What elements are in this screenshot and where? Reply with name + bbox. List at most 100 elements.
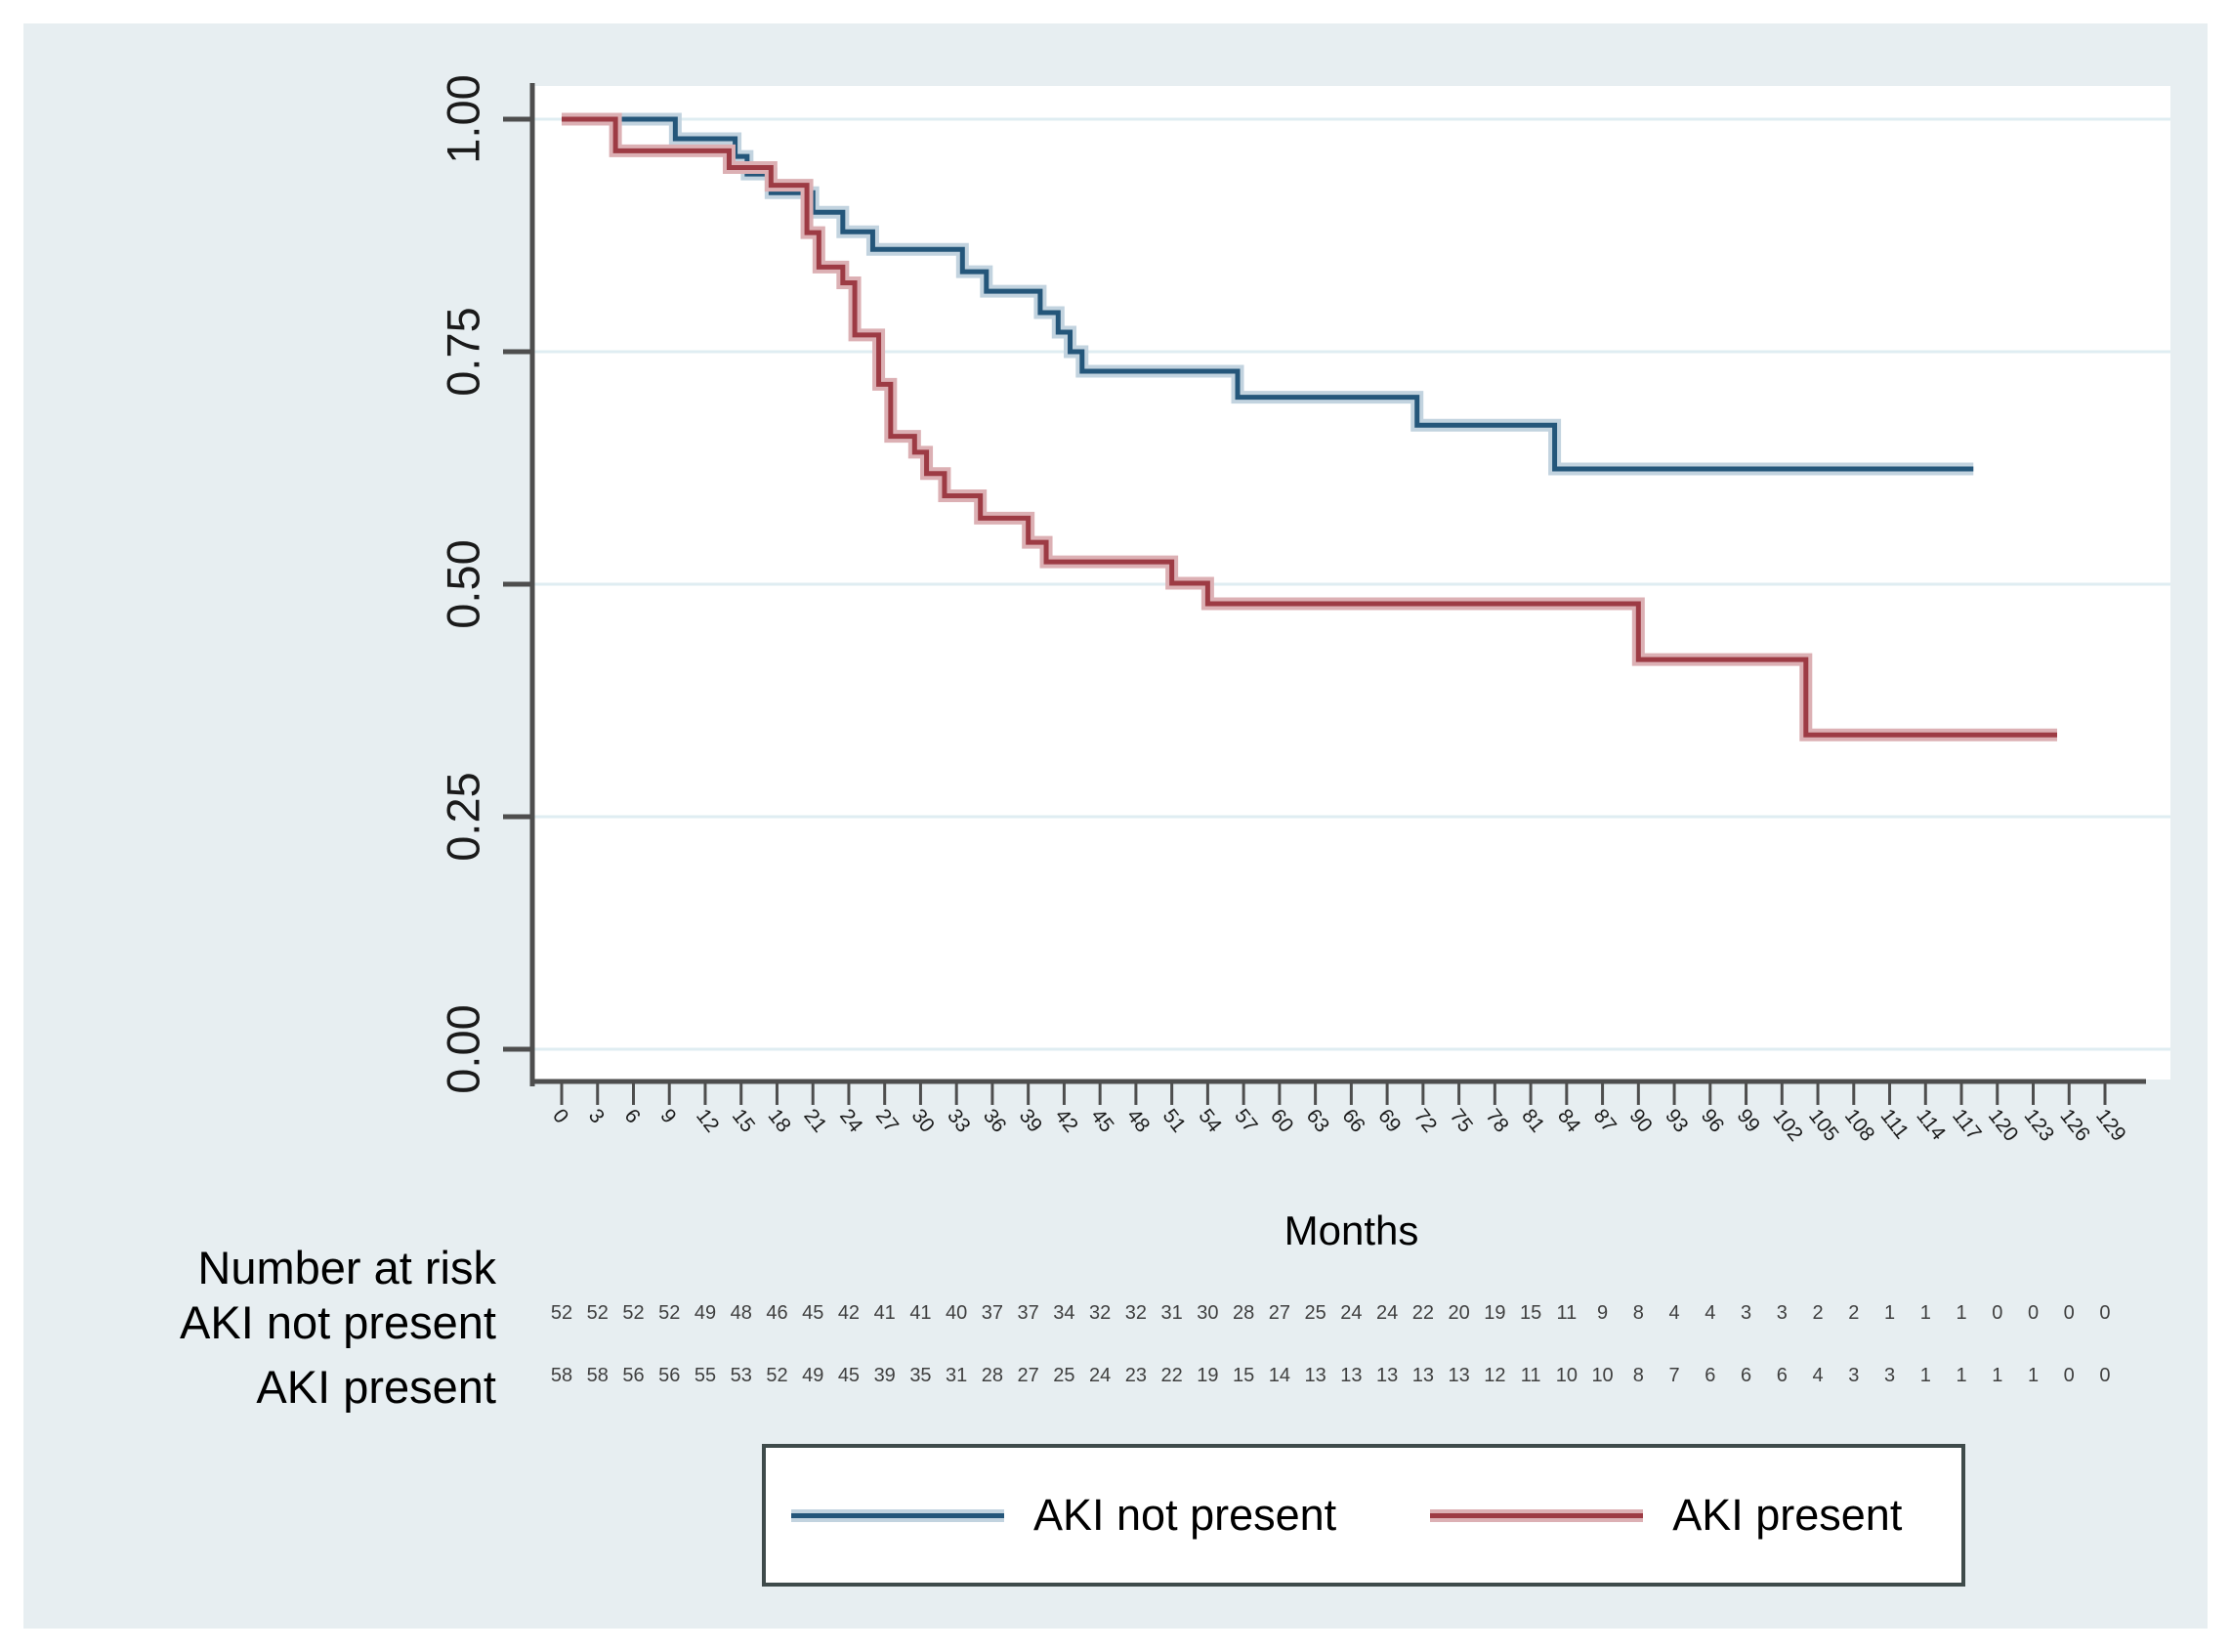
x-tick-label: 48 xyxy=(1122,1105,1155,1137)
risk-count: 42 xyxy=(838,1302,860,1324)
risk-count: 0 xyxy=(2099,1365,2110,1386)
x-tick-label: 3 xyxy=(584,1105,609,1127)
risk-count: 3 xyxy=(1741,1302,1751,1324)
risk-count: 20 xyxy=(1448,1302,1469,1324)
x-tick-label: 99 xyxy=(1733,1105,1765,1137)
y-tick-label: 0.25 xyxy=(437,772,488,861)
x-tick-label: 69 xyxy=(1373,1105,1406,1137)
risk-count: 0 xyxy=(2064,1302,2075,1324)
x-tick-label: 72 xyxy=(1410,1105,1442,1137)
risk-count: 8 xyxy=(1633,1365,1644,1386)
x-tick-label: 81 xyxy=(1517,1105,1549,1137)
risk-count: 11 xyxy=(1521,1365,1541,1386)
risk-count: 49 xyxy=(695,1302,716,1324)
x-tick-label: 108 xyxy=(1840,1105,1879,1146)
risk-count: 0 xyxy=(2064,1365,2075,1386)
x-tick-label: 45 xyxy=(1086,1105,1118,1137)
x-tick-label: 93 xyxy=(1661,1105,1693,1137)
x-tick-label: 9 xyxy=(655,1105,680,1127)
risk-count: 56 xyxy=(658,1365,680,1386)
risk-count: 53 xyxy=(731,1365,752,1386)
risk-count: 8 xyxy=(1633,1302,1644,1324)
x-tick-label: 30 xyxy=(906,1105,939,1137)
risk-row-label-aki-not-present: AKI not present xyxy=(180,1296,496,1348)
risk-count: 1 xyxy=(1956,1302,1966,1324)
y-tick-label: 0.75 xyxy=(437,307,488,396)
risk-count: 6 xyxy=(1777,1365,1788,1386)
x-tick-label: 18 xyxy=(764,1105,796,1137)
x-tick-label: 66 xyxy=(1337,1105,1369,1137)
x-tick-label: 114 xyxy=(1912,1105,1950,1145)
x-tick-label: 84 xyxy=(1553,1105,1585,1137)
risk-count: 13 xyxy=(1340,1365,1362,1386)
risk-count: 37 xyxy=(1018,1302,1039,1324)
risk-count: 1 xyxy=(1956,1365,1966,1386)
risk-count: 52 xyxy=(622,1302,644,1324)
risk-count: 49 xyxy=(802,1365,823,1386)
x-tick-label: 105 xyxy=(1804,1105,1843,1146)
risk-count: 31 xyxy=(1161,1302,1183,1324)
risk-count: 28 xyxy=(1233,1302,1254,1324)
risk-count: 11 xyxy=(1556,1302,1577,1324)
x-tick-label: 36 xyxy=(979,1105,1011,1137)
risk-count: 6 xyxy=(1705,1365,1715,1386)
risk-count: 2 xyxy=(1812,1302,1823,1324)
risk-count: 13 xyxy=(1376,1365,1398,1386)
y-tick-label: 0.50 xyxy=(437,539,488,628)
y-tick-label: 0.00 xyxy=(437,1004,488,1093)
legend-swatch-aki-present xyxy=(1430,1508,1644,1522)
x-tick-label: 63 xyxy=(1302,1105,1334,1137)
risk-count: 24 xyxy=(1340,1302,1362,1324)
x-tick-label: 54 xyxy=(1194,1105,1226,1137)
risk-count: 40 xyxy=(946,1302,967,1324)
x-tick-label: 0 xyxy=(548,1105,572,1127)
x-tick-label: 33 xyxy=(943,1105,975,1137)
x-tick-label: 123 xyxy=(2020,1105,2059,1146)
risk-count: 1 xyxy=(1920,1302,1931,1324)
x-tick-label: 102 xyxy=(1768,1105,1807,1146)
risk-count: 19 xyxy=(1197,1365,1218,1386)
risk-count: 52 xyxy=(587,1302,609,1324)
risk-table-title: Number at risk xyxy=(197,1242,496,1293)
legend: AKI not present AKI present xyxy=(762,1444,1965,1587)
risk-count: 37 xyxy=(982,1302,1003,1324)
x-tick-label: 27 xyxy=(871,1105,904,1137)
risk-count: 1 xyxy=(1992,1365,2002,1386)
risk-count: 9 xyxy=(1597,1302,1608,1324)
x-tick-label: 60 xyxy=(1266,1105,1298,1137)
x-tick-label: 42 xyxy=(1050,1105,1082,1137)
risk-count: 13 xyxy=(1448,1365,1469,1386)
x-tick-label: 126 xyxy=(2055,1105,2094,1146)
risk-count: 55 xyxy=(695,1365,716,1386)
risk-count: 3 xyxy=(1848,1365,1859,1386)
risk-count: 12 xyxy=(1484,1365,1505,1386)
x-tick-label: 117 xyxy=(1948,1105,1986,1145)
y-tick-label: 1.00 xyxy=(437,74,488,163)
risk-count: 3 xyxy=(1777,1302,1788,1324)
risk-count: 4 xyxy=(1669,1302,1680,1324)
risk-count: 32 xyxy=(1089,1302,1111,1324)
x-tick-label: 24 xyxy=(835,1105,867,1137)
risk-count: 13 xyxy=(1412,1365,1434,1386)
risk-count: 7 xyxy=(1669,1365,1680,1386)
risk-count: 56 xyxy=(622,1365,644,1386)
risk-count: 31 xyxy=(946,1365,967,1386)
risk-count: 13 xyxy=(1304,1365,1326,1386)
risk-count: 58 xyxy=(551,1365,572,1386)
risk-count: 58 xyxy=(587,1365,609,1386)
x-tick-label: 96 xyxy=(1697,1105,1729,1137)
risk-count: 10 xyxy=(1591,1365,1613,1386)
risk-count: 1 xyxy=(2028,1365,2039,1386)
risk-count: 10 xyxy=(1556,1365,1578,1386)
risk-count: 22 xyxy=(1412,1302,1434,1324)
risk-count: 2 xyxy=(1848,1302,1859,1324)
risk-count: 39 xyxy=(874,1365,896,1386)
risk-row-label-aki-present: AKI present xyxy=(256,1361,496,1413)
risk-count: 4 xyxy=(1812,1365,1823,1386)
x-tick-label: 39 xyxy=(1015,1105,1047,1137)
risk-count: 19 xyxy=(1484,1302,1505,1324)
risk-count: 25 xyxy=(1053,1365,1074,1386)
risk-count: 0 xyxy=(1992,1302,2002,1324)
